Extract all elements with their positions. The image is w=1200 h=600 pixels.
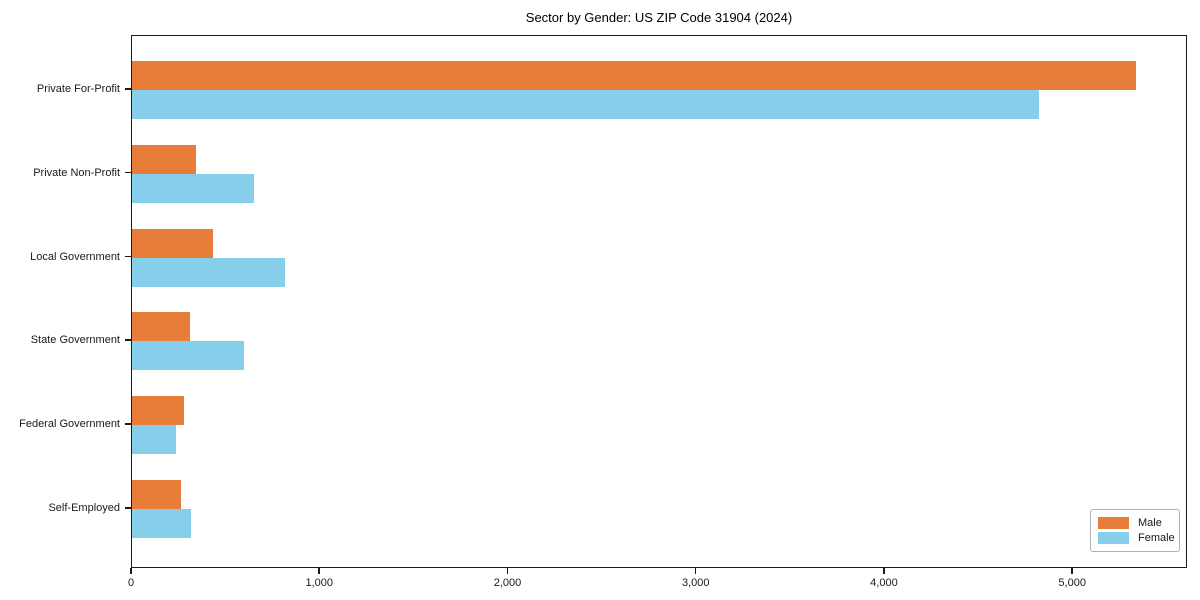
legend-swatch-female-icon [1098, 532, 1129, 545]
plot-area [131, 35, 1187, 568]
y-axis-label-4: Federal Government [19, 418, 120, 431]
y-tick-mark [125, 255, 131, 258]
bar-female-3 [132, 341, 244, 371]
bar-male-2 [132, 228, 213, 258]
x-tick-mark [506, 568, 509, 574]
x-axis-tick-label: 5,000 [1058, 577, 1086, 589]
legend-label-male: Male [1138, 516, 1162, 529]
y-axis-label-0: Private For-Profit [36, 83, 120, 95]
bar-female-0 [132, 90, 1039, 119]
bar-female-4 [132, 425, 176, 455]
x-tick-mark [130, 568, 132, 574]
x-axis-tick-label: 3,000 [681, 577, 710, 589]
bar-male-4 [132, 396, 184, 426]
y-tick-mark [125, 423, 131, 425]
x-axis-tick-label: 0 [127, 577, 135, 589]
y-tick-mark [125, 171, 131, 174]
x-tick-mark [883, 568, 885, 574]
legend-swatch-male-icon [1098, 516, 1129, 529]
x-tick-mark [1071, 568, 1073, 574]
x-axis-tick-label: 4,000 [870, 577, 898, 589]
bar-female-5 [132, 509, 191, 538]
bar-male-1 [132, 144, 196, 174]
legend: Male Female [1090, 509, 1180, 552]
y-axis-label-5: Self-Employed [48, 502, 120, 514]
y-tick-mark [125, 507, 131, 509]
y-axis-label-1: Private Non-Profit [33, 166, 120, 179]
y-axis-label-2: Local Government [30, 250, 120, 263]
bar-male-0 [132, 61, 1136, 90]
x-axis-tick-label: 2,000 [493, 577, 522, 589]
y-tick-mark [125, 339, 131, 341]
bar-male-5 [132, 480, 181, 509]
x-tick-mark [694, 568, 697, 574]
legend-item-female: Female [1098, 532, 1175, 545]
chart-title: Sector by Gender: US ZIP Code 31904 (202… [525, 10, 793, 25]
x-axis-tick-label: 1,000 [305, 577, 333, 589]
x-tick-mark [318, 568, 320, 574]
bar-female-1 [132, 173, 254, 203]
bar-female-2 [132, 257, 285, 287]
bar-male-3 [132, 312, 190, 342]
legend-label-female: Female [1138, 532, 1175, 545]
legend-item-male: Male [1098, 516, 1172, 529]
y-tick-mark [125, 88, 131, 90]
y-axis-label-3: State Government [30, 334, 120, 347]
